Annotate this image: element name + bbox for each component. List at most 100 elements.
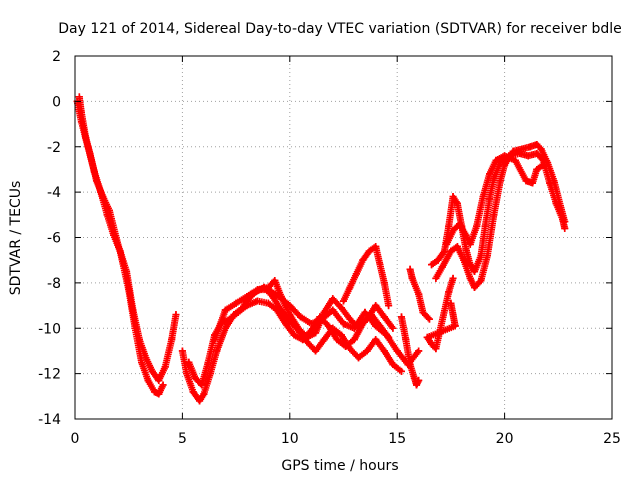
data-point-trace-k xyxy=(522,177,530,185)
y-tick-label: -12 xyxy=(38,367,61,383)
data-point-trace-d xyxy=(198,381,206,389)
data-point-trace-c xyxy=(297,313,305,321)
data-point-trace-b xyxy=(150,388,158,396)
data-point-trace-b xyxy=(97,188,105,196)
data-point-trace-i xyxy=(524,152,532,160)
y-tick-label: -8 xyxy=(47,276,61,292)
x-tick-label: 10 xyxy=(281,431,299,447)
y-tick-label: -10 xyxy=(38,321,61,337)
data-point-trace-j xyxy=(526,143,534,151)
data-point-trace-k xyxy=(466,240,474,248)
data-point-trace-b xyxy=(84,143,92,151)
data-point-trace-b xyxy=(138,358,146,366)
data-point-trace-i xyxy=(481,222,489,230)
data-point-trace-d xyxy=(204,358,212,366)
data-point-trace-b xyxy=(144,376,152,384)
data-point-trace-d xyxy=(254,297,262,305)
data-point-trace-j xyxy=(537,145,545,153)
data-point-trace-f xyxy=(389,361,397,369)
data-point-trace-a xyxy=(148,367,156,375)
data-point-trace-l xyxy=(447,299,455,307)
data-point-trace-i xyxy=(428,261,436,269)
y-tick-label: -2 xyxy=(47,140,61,156)
data-point-trace-c xyxy=(183,370,191,378)
x-tick-label: 25 xyxy=(603,431,621,447)
data-point-trace-e xyxy=(271,277,279,285)
y-tick-label: -6 xyxy=(47,231,61,247)
data-point-trace-k xyxy=(462,231,470,239)
data-point-trace-i xyxy=(471,268,479,276)
data-point-trace-e xyxy=(389,324,397,332)
data-point-trace-f xyxy=(355,354,363,362)
data-point-trace-a xyxy=(161,363,169,371)
data-point-trace-c xyxy=(189,388,197,396)
data-point-trace-h xyxy=(406,265,414,273)
data-point-trace-f xyxy=(277,306,285,314)
data-point-trace-d xyxy=(226,315,234,323)
data-point-trace-c xyxy=(206,370,214,378)
y-tick-label: 2 xyxy=(52,49,61,65)
data-point-trace-f xyxy=(269,292,277,300)
data-point-trace-j xyxy=(509,147,517,155)
data-point-trace-k xyxy=(501,152,509,160)
data-point-trace-e xyxy=(337,304,345,312)
data-point-trace-i xyxy=(561,224,569,232)
data-point-trace-k xyxy=(449,227,457,235)
data-point-trace-h xyxy=(408,274,416,282)
y-tick-label: -4 xyxy=(47,185,61,201)
data-point-trace-f xyxy=(260,283,268,291)
data-point-trace-j xyxy=(471,283,479,291)
x-tick-label: 15 xyxy=(388,431,406,447)
data-point-trace-h xyxy=(425,315,433,323)
y-tick-label: -14 xyxy=(38,412,61,428)
data-point-trace-c xyxy=(196,397,204,405)
data-point-trace-k xyxy=(473,222,481,230)
data-point-trace-h xyxy=(410,374,418,382)
data-point-trace-b xyxy=(110,231,118,239)
data-point-trace-e xyxy=(380,313,388,321)
data-point-trace-e xyxy=(329,295,337,303)
data-point-trace-h xyxy=(419,308,427,316)
data-point-trace-c xyxy=(178,347,186,355)
y-tick-label: 0 xyxy=(52,94,61,110)
data-point-trace-a xyxy=(172,311,180,319)
data-point-trace-i xyxy=(453,199,461,207)
data-point-trace-c xyxy=(213,347,221,355)
data-point-trace-b xyxy=(125,286,133,294)
data-points xyxy=(73,93,569,405)
data-point-trace-f xyxy=(329,324,337,332)
data-point-trace-f xyxy=(372,336,380,344)
data-point-trace-k xyxy=(492,156,500,164)
data-point-trace-f xyxy=(243,297,251,305)
data-point-trace-l xyxy=(451,322,459,330)
grid xyxy=(75,56,612,419)
data-point-trace-d xyxy=(333,336,341,344)
data-point-trace-j xyxy=(518,145,526,153)
data-point-trace-g xyxy=(365,247,373,255)
data-point-trace-b xyxy=(155,390,163,398)
data-point-trace-d xyxy=(385,333,393,341)
data-point-trace-h xyxy=(424,314,432,322)
chart-title: Day 121 of 2014, Sidereal Day-to-day VTE… xyxy=(58,21,622,37)
data-point-trace-d xyxy=(290,331,298,339)
data-point-trace-c xyxy=(329,306,337,314)
data-point-trace-i xyxy=(477,252,485,260)
data-point-trace-c xyxy=(221,324,229,332)
data-point-trace-k xyxy=(511,156,519,164)
data-point-trace-e xyxy=(312,329,320,337)
data-point-trace-b xyxy=(103,211,111,219)
data-point-trace-j xyxy=(447,247,455,255)
data-point-trace-a xyxy=(155,376,163,384)
x-tick-label: 20 xyxy=(496,431,514,447)
data-point-trace-b xyxy=(116,247,124,255)
data-point-trace-g xyxy=(385,302,393,310)
data-point-trace-f xyxy=(286,317,294,325)
data-point-trace-j xyxy=(460,256,468,264)
data-point-trace-k xyxy=(479,193,487,201)
data-point-trace-h xyxy=(415,290,423,298)
data-point-trace-g xyxy=(376,261,384,269)
data-point-trace-e xyxy=(211,336,219,344)
data-point-trace-e xyxy=(355,324,363,332)
data-point-trace-e xyxy=(363,315,371,323)
